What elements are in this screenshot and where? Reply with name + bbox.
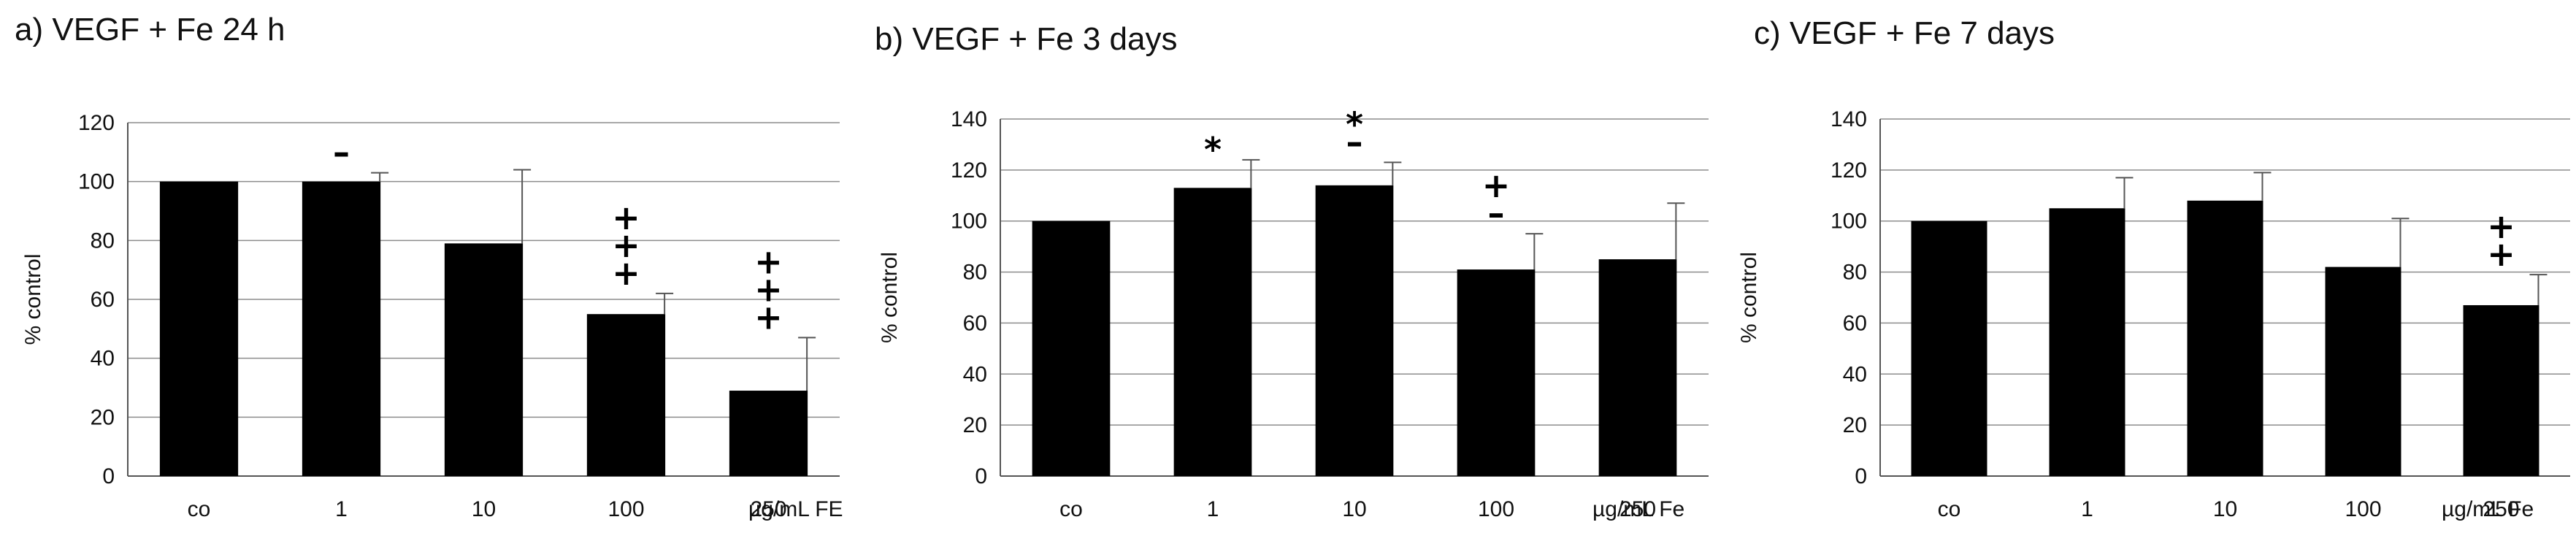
y-tick-label: 80 [963,261,987,285]
y-tick-label: 40 [963,362,987,386]
bar [444,243,524,476]
chart-title: c) VEGF + Fe 7 days [1754,15,2055,51]
bar [1457,269,1536,476]
y-tick-label: 20 [91,405,115,429]
y-tick-label: 40 [1843,362,1867,386]
x-tick-label: 100 [1478,497,1514,521]
y-tick-label: 100 [951,210,987,234]
y-tick-label: 0 [102,464,115,488]
y-axis-title: % control [878,252,902,343]
chart-panel-3: c) VEGF + Fe 7 days 0 20 40 60 80 100 120 140 % c… [1737,15,2570,521]
y-axis-title: % control [21,253,45,345]
significance-marker: – [333,133,350,172]
x-tick-label: 250 [1619,497,1656,521]
bar [1315,185,1394,477]
x-axis-unit-label: µg/mL Fe [1592,497,1684,521]
bar [586,314,666,476]
bar [1032,221,1111,476]
x-tick-label: 10 [2213,497,2237,521]
x-tick-label: 1 [2081,497,2093,521]
bar [729,391,808,476]
x-tick-label: 1 [1207,497,1219,521]
x-tick-label: 10 [1342,497,1366,521]
significance-marker: + + + [754,242,783,337]
x-tick-label: 1 [335,497,348,521]
bar [2049,208,2125,476]
y-tick-label: 60 [91,288,115,312]
chart-title: a) VEGF + Fe 24 h [15,12,285,47]
y-tick-label: 140 [951,107,987,131]
chart-title: b) VEGF + Fe 3 days [875,21,1178,57]
x-tick-label: 100 [607,497,644,521]
bar [2187,200,2263,476]
bar [2325,267,2401,476]
y-tick-label: 120 [1831,158,1867,183]
x-axis-unit-label: µg/mL Fe [2442,497,2534,521]
y-axis-title: % control [1737,252,1761,343]
y-tick-label: 80 [91,229,115,253]
x-tick-label: co [1938,497,1961,521]
bar [2463,304,2539,476]
y-tick-label: 120 [951,158,987,183]
x-tick-label: 100 [2345,497,2381,521]
y-tick-label: 120 [78,111,115,135]
y-tick-label: 60 [963,311,987,335]
x-tick-label: 250 [2483,497,2519,521]
y-tick-label: 100 [1831,210,1867,234]
y-tick-label: 60 [1843,311,1867,335]
significance-marker: + – [1482,166,1511,233]
y-tick-label: 20 [1843,413,1867,437]
y-tick-label: 0 [975,464,987,488]
significance-marker: + + [2487,207,2515,274]
y-tick-label: 140 [1831,107,1867,131]
x-tick-label: co [188,497,211,521]
y-tick-label: 20 [963,413,987,437]
x-tick-label: co [1059,497,1083,521]
y-tick-label: 80 [1843,261,1867,285]
bar [159,181,239,476]
significance-marker: + + + [612,198,640,293]
significance-marker: * [1204,130,1222,169]
bar [302,181,381,476]
chart-panel-2: b) VEGF + Fe 3 days 0 20 40 60 80 100 120 140 % c… [875,21,1709,521]
bar [1173,188,1252,476]
x-tick-label: 250 [750,497,786,521]
x-tick-label: 10 [472,497,496,521]
y-tick-label: 100 [78,170,115,194]
chart-panel-1: a) VEGF + Fe 24 h 0 20 40 60 80 100 120 % contro… [15,12,843,521]
x-axis-unit-label: µg/mL FE [748,497,843,521]
bar [1911,221,1987,476]
y-tick-label: 40 [91,347,115,371]
y-tick-label: 0 [1855,464,1867,488]
bar [1598,259,1677,476]
significance-marker: *– [1346,104,1363,161]
